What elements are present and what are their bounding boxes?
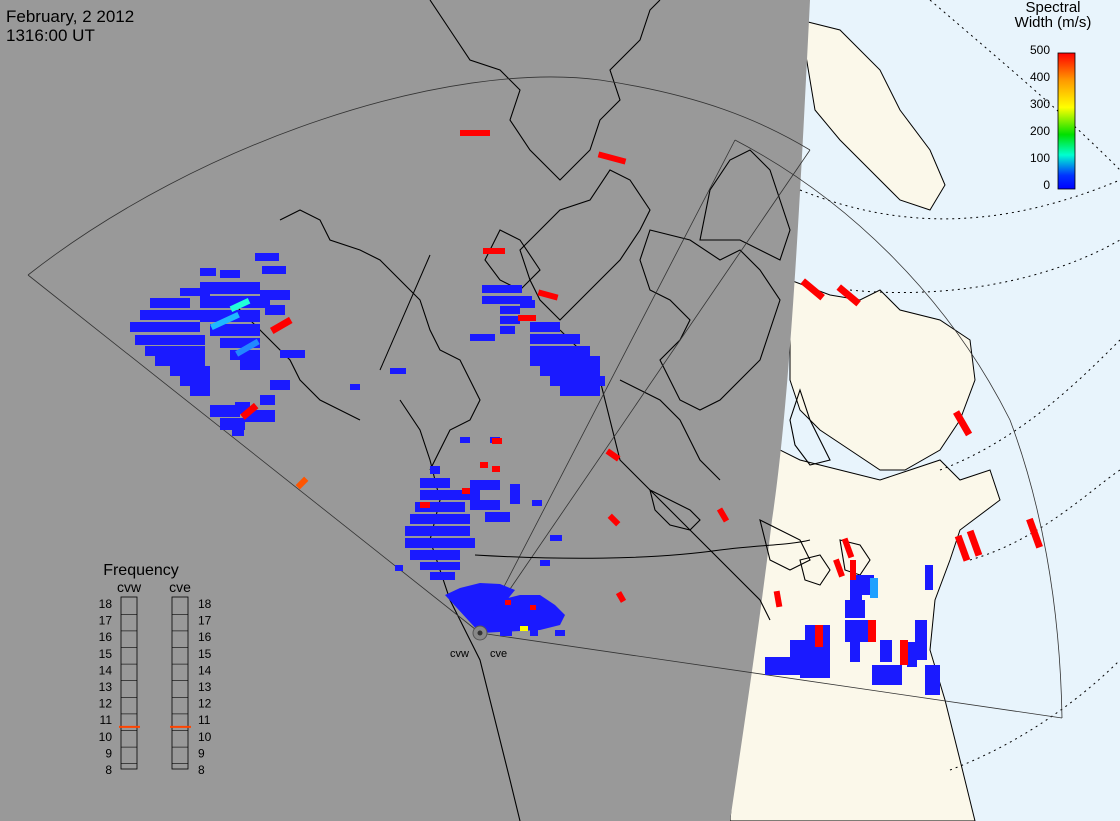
colorbar-title-line2: Width (m/s) (1014, 14, 1092, 31)
colorbar-title-line1: Spectral (1025, 0, 1081, 16)
frequency-scale-label: 15 (198, 647, 212, 661)
frequency-scale-label: 16 (99, 630, 113, 644)
scatter-alaska-cyan (210, 298, 260, 357)
date-title: February, 2 2012 (6, 7, 135, 26)
frequency-scale-label: 18 (99, 597, 113, 611)
frequency-scale-label: 17 (99, 614, 113, 628)
scatter-alaska-red (240, 316, 309, 490)
scatter-near-radar-accents (505, 600, 536, 631)
frequency-scale-label: 13 (198, 680, 212, 694)
colorbar (1057, 52, 1076, 190)
frequency-scale-label: 14 (99, 663, 113, 677)
day-land-north (799, 19, 946, 211)
frequency-labels-right: 18 17 16 15 14 13 12 11 10 9 8 (198, 597, 212, 777)
scatter-alaska (130, 253, 406, 436)
colorbar-tick: 100 (1030, 151, 1050, 165)
frequency-scale-label: 15 (99, 647, 113, 661)
frequency-bar-cve (171, 596, 189, 770)
frequency-radar-label-cve: cve (169, 579, 191, 595)
frequency-title: Frequency (103, 562, 179, 579)
colorbar-tick: 0 (1043, 178, 1050, 192)
frequency-scale-label: 12 (198, 697, 212, 711)
night-region (0, 0, 810, 821)
colorbar-tick: 200 (1030, 124, 1050, 138)
frequency-scale-label: 17 (198, 614, 212, 628)
frequency-scale-label: 11 (198, 713, 211, 727)
radar-label-cve: cve (490, 648, 507, 660)
radar-site-dot (477, 630, 483, 636)
colorbar-tick: 500 (1030, 43, 1050, 57)
scatter-near-radar (445, 583, 565, 636)
frequency-scale-label: 9 (105, 746, 112, 760)
frequency-scale-label: 14 (198, 663, 212, 677)
frequency-scale-label: 18 (198, 597, 212, 611)
boundaries (379, 254, 811, 559)
colorbar-title: Spectral Width (m/s) (998, 0, 1108, 30)
scatter-central-red (460, 130, 730, 603)
time-title: 1316:00 UT (6, 26, 95, 45)
frequency-scale-label: 12 (99, 697, 113, 711)
frequency-scale-label: 8 (198, 763, 205, 777)
colorbar-tick: 300 (1030, 97, 1050, 111)
radar-label-cvw: cvw (450, 648, 469, 660)
frequency-scale-label: 10 (99, 730, 113, 744)
scatter-west-red (420, 438, 502, 508)
frequency-bar-cvw (120, 596, 138, 770)
colorbar-tick: 400 (1030, 70, 1050, 84)
latitude-grid (799, 0, 1120, 771)
scatter-west (395, 466, 562, 580)
scatter-east-red (773, 278, 1043, 665)
frequency-scale-label: 10 (198, 730, 212, 744)
frequency-scale-label: 16 (198, 630, 212, 644)
coastlines (229, 0, 871, 821)
frequency-labels-left: 18 17 16 15 14 13 12 11 10 9 8 (99, 597, 113, 777)
scatter-east-cyan (870, 578, 878, 598)
radar-fov-outline (27, 76, 1063, 719)
frequency-scale-label: 13 (99, 680, 113, 694)
frequency-scale-label: 8 (105, 763, 112, 777)
frequency-radar-label-cvw: cvw (117, 579, 142, 595)
frequency-scale-label: 11 (100, 713, 113, 727)
frequency-grid (121, 613, 188, 765)
frequency-scale-label: 9 (198, 746, 205, 760)
